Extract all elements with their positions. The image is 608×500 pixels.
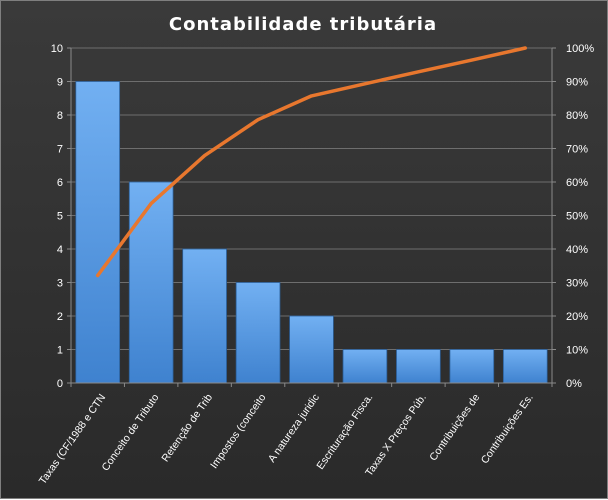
category-label: Impostos (conceito xyxy=(208,392,268,471)
category-label: Retenção de Trib xyxy=(159,392,215,465)
y-tick-label: 8 xyxy=(57,110,63,122)
y-tick-label: 2 xyxy=(57,311,63,323)
bar xyxy=(396,349,441,384)
bar xyxy=(449,349,495,384)
bar xyxy=(182,248,227,384)
chart-title: Contabilidade tributária xyxy=(169,14,437,35)
y2-tick-label: 70% xyxy=(566,144,588,156)
y-tick-label: 4 xyxy=(57,244,63,256)
category-label: Escrituração Fisca. xyxy=(314,392,375,472)
y2-tick-label: 30% xyxy=(566,278,588,290)
category-label: Taxas (CF/1988 e CTN xyxy=(37,392,108,487)
y-tick-label: 0 xyxy=(57,378,63,390)
category-label: Contribuições de xyxy=(427,392,482,464)
bar xyxy=(128,181,174,384)
bars xyxy=(75,81,548,384)
bar xyxy=(289,315,334,384)
y2-tick-label: 0% xyxy=(566,378,582,390)
category-label: Taxas X Preços Púb. xyxy=(363,392,429,479)
y2-tick-label: 60% xyxy=(566,177,588,189)
y2-axis-ticks: 0% 10% 20% 30% 40% 50% 60% 70% 80% 90% 100% xyxy=(566,43,594,390)
y2-tick-label: 50% xyxy=(566,211,588,223)
y2-tick-label: 90% xyxy=(566,77,588,89)
y-tick-label: 1 xyxy=(57,345,63,357)
cumulative-line-layer xyxy=(95,46,528,278)
category-label: A natureza juridic xyxy=(266,392,322,465)
y-tick-label: 6 xyxy=(57,177,63,189)
y2-tick-label: 40% xyxy=(566,244,588,256)
y2-tick-label: 80% xyxy=(566,110,588,122)
bar xyxy=(235,282,281,384)
y-tick-label: 9 xyxy=(57,77,63,89)
bar xyxy=(342,349,388,384)
cumulative-percentage-line xyxy=(95,46,528,278)
y-tick-label: 3 xyxy=(57,278,63,290)
category-label: Contribuições Es. xyxy=(479,392,536,466)
category-label: Conceito de Tributo xyxy=(100,392,162,474)
y-tick-label: 10 xyxy=(51,43,63,55)
bar xyxy=(75,81,121,384)
y2-tick-label: 100% xyxy=(566,43,594,55)
y2-tick-label: 20% xyxy=(566,311,588,323)
bar xyxy=(502,349,548,384)
y2-tick-label: 10% xyxy=(566,345,588,357)
axes xyxy=(67,47,556,387)
y-tick-label: 5 xyxy=(57,211,63,223)
y-tick-label: 7 xyxy=(57,144,63,156)
y-axis-ticks: 0 1 2 3 4 5 6 7 8 9 10 xyxy=(51,43,63,390)
